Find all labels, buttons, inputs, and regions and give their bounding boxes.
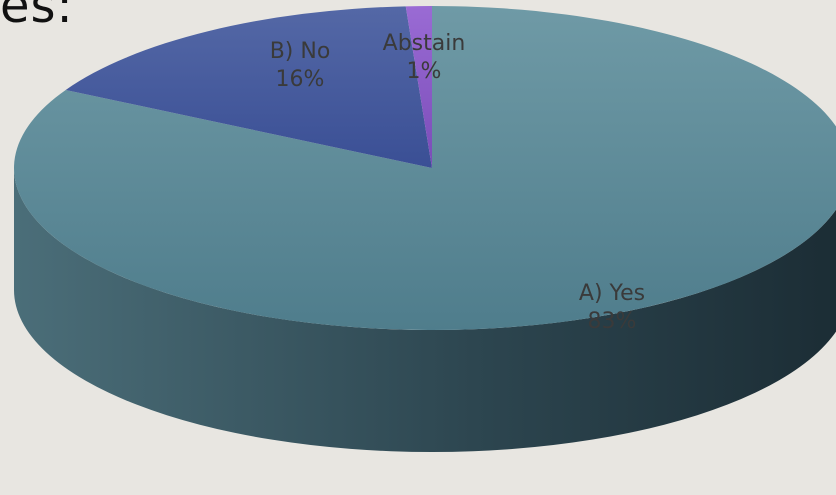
slice-label-no: B) No [270, 39, 331, 64]
slice-percent-no: 16% [276, 67, 325, 92]
slice-label-abstain: Abstain [383, 31, 466, 56]
slice-label-yes: A) Yes [579, 281, 645, 306]
pie-slice-abstain [405, 6, 432, 168]
slice-percent-abstain: 1% [407, 59, 442, 84]
pie-labels-layer: A) Yes 83% B) No 16% Abstain 1% [270, 31, 645, 334]
slice-percent-yes: 83% [588, 309, 637, 334]
pie-top-layer [14, 6, 836, 330]
pie-side-yes [14, 168, 836, 452]
pie-slice-no [65, 6, 433, 168]
slide-title-fragment: es: [0, 0, 74, 34]
pie-slice-yes [14, 6, 836, 330]
pie-side-layer [14, 168, 836, 452]
